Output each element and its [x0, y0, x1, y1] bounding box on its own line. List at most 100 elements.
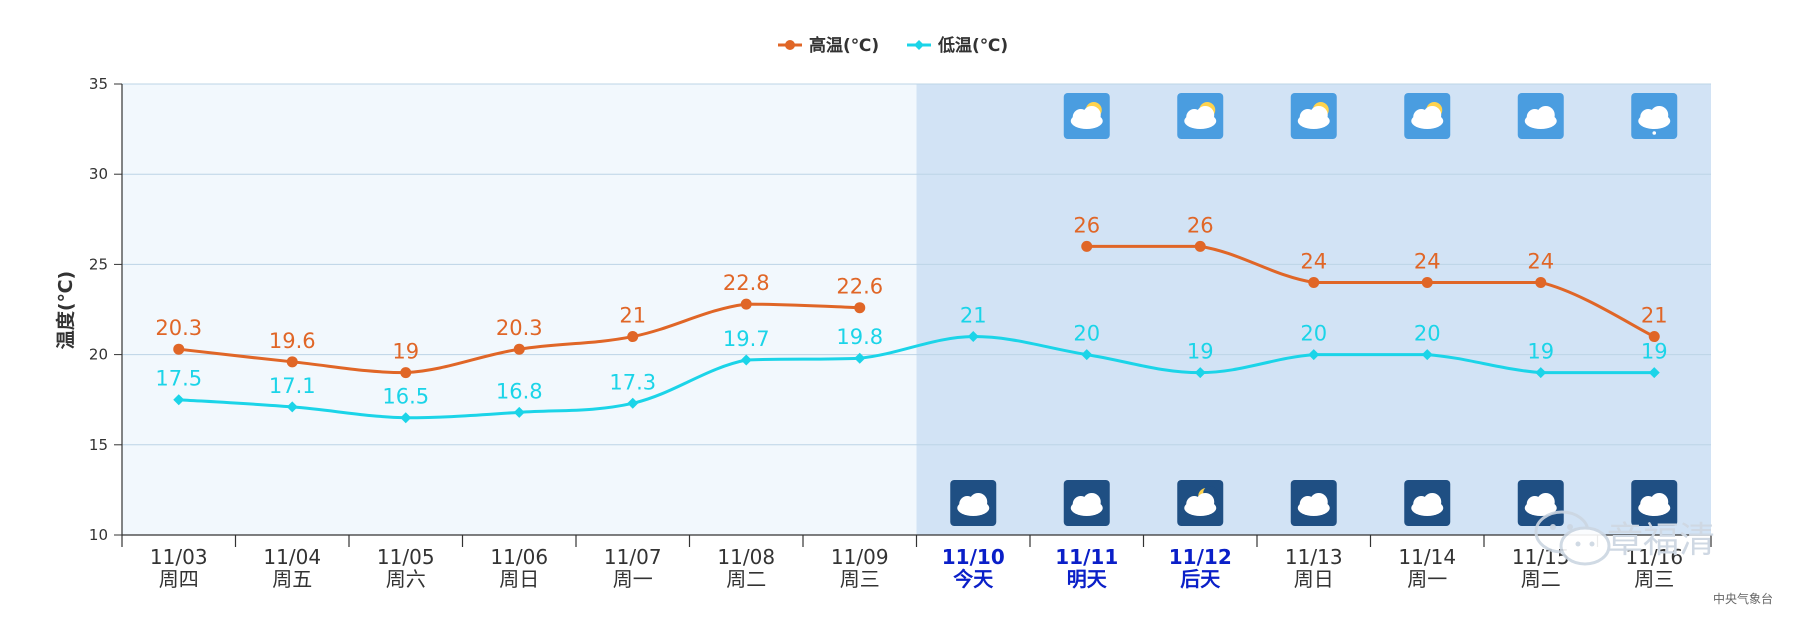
- high-temp-label: 24: [1527, 249, 1554, 273]
- low-temp-point[interactable]: [1308, 349, 1320, 361]
- cloudy-night-icon: [1290, 480, 1337, 526]
- x-tick-day: 周二: [1521, 567, 1561, 591]
- high-temp-label: 26: [1187, 213, 1214, 237]
- x-tick-date: 11/10: [942, 545, 1005, 569]
- x-tick-date: 11/05: [377, 545, 435, 569]
- low-temp-point[interactable]: [1194, 367, 1206, 379]
- high-temp-point[interactable]: [1421, 276, 1433, 288]
- x-tick-day: 周三: [1634, 567, 1674, 591]
- legend-high-marker: [785, 40, 795, 50]
- high-temp-label: 22.8: [723, 271, 770, 295]
- y-tick-label: 20: [89, 346, 108, 364]
- x-tick-date: 11/03: [150, 545, 208, 569]
- low-temp-label: 21: [960, 304, 987, 328]
- low-temp-point[interactable]: [627, 397, 639, 409]
- x-tick-day: 周二: [726, 567, 766, 591]
- high-temp-label: 26: [1073, 213, 1100, 237]
- y-tick-label: 10: [89, 526, 108, 544]
- cloudy-night-icon: [1404, 480, 1451, 526]
- x-tick-day: 明天: [1067, 567, 1108, 591]
- low-temp-point[interactable]: [173, 394, 185, 406]
- light-rain-icon: [1631, 93, 1678, 139]
- x-tick-date: 11/14: [1398, 545, 1456, 569]
- legend-low-marker: [914, 40, 924, 50]
- high-temp-label: 21: [1641, 304, 1668, 328]
- low-temp-label: 19: [1641, 340, 1668, 364]
- low-temp-label: 20: [1414, 322, 1441, 346]
- cloudy-night-icon: [1631, 480, 1678, 526]
- x-tick-day: 周六: [386, 567, 426, 591]
- low-temp-point[interactable]: [1421, 349, 1433, 361]
- axes: 10152025303511/03周四11/04周五11/05周六11/06周日…: [89, 75, 1712, 591]
- partly-cloudy-day-icon: [1404, 93, 1451, 139]
- partly-cloudy-night-icon: [1177, 480, 1224, 526]
- high-temp-label: 20.3: [496, 316, 543, 340]
- high-temp-point[interactable]: [400, 367, 412, 379]
- legend[interactable]: 高温(℃) 低温(℃): [778, 35, 1008, 56]
- high-temp-point[interactable]: [854, 302, 866, 314]
- high-temp-point[interactable]: [1535, 276, 1547, 288]
- x-tick-day: 周一: [613, 567, 653, 591]
- watermark-text: 章福清: [1607, 520, 1715, 561]
- high-temp-point[interactable]: [286, 356, 298, 368]
- cloudy-icon: [1517, 93, 1564, 139]
- legend-high-label: 高温(℃): [809, 35, 879, 56]
- low-temp-label: 17.3: [609, 370, 656, 394]
- y-tick-label: 25: [89, 255, 108, 273]
- high-temp-point[interactable]: [740, 298, 752, 310]
- low-temp-point[interactable]: [400, 412, 412, 424]
- y-tick-label: 15: [89, 436, 108, 454]
- high-temp-line: [1086, 244, 1655, 338]
- high-temp-point[interactable]: [513, 343, 525, 355]
- forecast-background: [916, 84, 1711, 535]
- low-temp-label: 19: [1187, 340, 1214, 364]
- cloudy-night-icon: [1063, 480, 1110, 526]
- high-temp-label: 19.6: [269, 329, 316, 353]
- high-temp-point[interactable]: [1648, 331, 1660, 343]
- high-temp-point[interactable]: [627, 331, 639, 343]
- low-temp-point[interactable]: [513, 406, 525, 418]
- cloudy-night-icon: [950, 480, 997, 526]
- source-credit: 中央气象台: [1713, 591, 1773, 606]
- high-temp-label: 20.3: [155, 316, 202, 340]
- high-temp-label: 24: [1414, 249, 1441, 273]
- low-temp-point[interactable]: [1535, 367, 1547, 379]
- low-temp-point[interactable]: [1648, 367, 1660, 379]
- low-temp-label: 17.1: [269, 374, 316, 398]
- legend-low-label: 低温(℃): [937, 35, 1008, 56]
- high-temp-point[interactable]: [1194, 240, 1206, 252]
- high-temp-point[interactable]: [1081, 240, 1093, 252]
- cloudy-night-icon: [1517, 480, 1564, 526]
- partly-cloudy-day-icon: [1063, 93, 1110, 139]
- x-tick-date: 11/06: [490, 545, 548, 569]
- low-temp-label: 20: [1300, 322, 1327, 346]
- legend-item-low[interactable]: 低温(℃): [907, 35, 1008, 56]
- low-temp-point[interactable]: [854, 352, 866, 364]
- high-temp-point[interactable]: [173, 343, 185, 355]
- x-tick-day: 周一: [1407, 567, 1447, 591]
- low-temp-point[interactable]: [1081, 349, 1093, 361]
- x-tick-day: 周四: [159, 567, 199, 591]
- high-temp-label: 21: [619, 304, 646, 328]
- low-temp-point[interactable]: [740, 354, 752, 366]
- low-temp-point[interactable]: [286, 401, 298, 413]
- x-tick-day: 周三: [840, 567, 880, 591]
- x-tick-date: 11/07: [604, 545, 662, 569]
- y-tick-label: 35: [89, 75, 108, 93]
- past-background: [122, 84, 917, 535]
- legend-item-high[interactable]: 高温(℃): [778, 35, 879, 56]
- x-tick-day: 周日: [499, 567, 539, 591]
- x-tick-day: 周五: [272, 567, 312, 591]
- low-temp-label: 19.7: [723, 327, 770, 351]
- high-temp-point[interactable]: [1308, 276, 1320, 288]
- high-temp-label: 24: [1300, 249, 1327, 273]
- low-temp-label: 17.5: [155, 367, 202, 391]
- weather-icons: [950, 93, 1678, 526]
- low-temp-label: 19: [1527, 340, 1554, 364]
- x-tick-date: 11/09: [831, 545, 889, 569]
- plot-background: [122, 84, 1711, 535]
- low-temp-label: 16.5: [382, 385, 429, 409]
- low-temp-point[interactable]: [967, 331, 979, 343]
- x-tick-date: 11/16: [1625, 545, 1683, 569]
